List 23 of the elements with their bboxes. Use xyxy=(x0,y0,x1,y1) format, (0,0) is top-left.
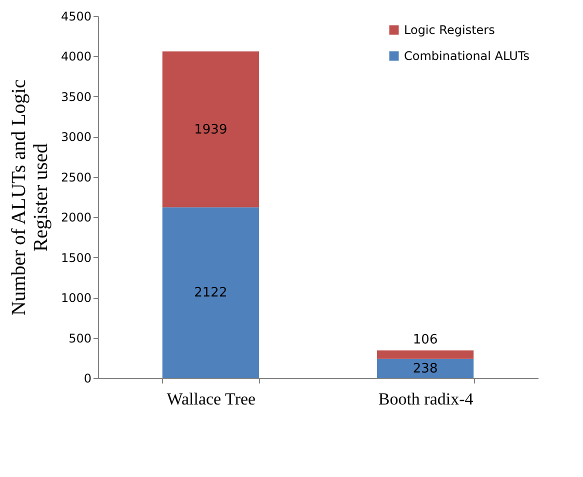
data-label: 2122 xyxy=(194,286,228,301)
x-tick-label: Booth radix-4 xyxy=(378,390,474,408)
data-label: 238 xyxy=(412,361,438,376)
y-tick-label: 3000 xyxy=(60,130,92,144)
y-tick-label: 2500 xyxy=(60,170,92,184)
y-tick-label: 500 xyxy=(68,331,92,346)
bar xyxy=(162,207,259,378)
y-axis-title: Number of ALUTs and Logic Register used xyxy=(8,79,52,316)
y-tick-label: 1000 xyxy=(60,291,92,306)
y-tick-label: 2000 xyxy=(60,210,92,225)
bar xyxy=(377,350,474,359)
bar xyxy=(162,51,259,208)
y-tick-label: 4000 xyxy=(60,50,92,64)
data-label: 106 xyxy=(412,332,438,348)
data-label: 1939 xyxy=(194,122,228,138)
x-tick-label: Wallace Tree xyxy=(166,390,256,408)
y-tick-label: 4500 xyxy=(60,10,92,24)
legend-label: Logic Registers xyxy=(404,23,495,37)
y-tick-label: 1500 xyxy=(60,250,92,265)
y-tick-label: 3500 xyxy=(60,90,92,104)
y-tick-label: 0 xyxy=(84,372,92,386)
legend-label: Combinational ALUTs xyxy=(404,49,530,63)
bar xyxy=(377,358,474,378)
